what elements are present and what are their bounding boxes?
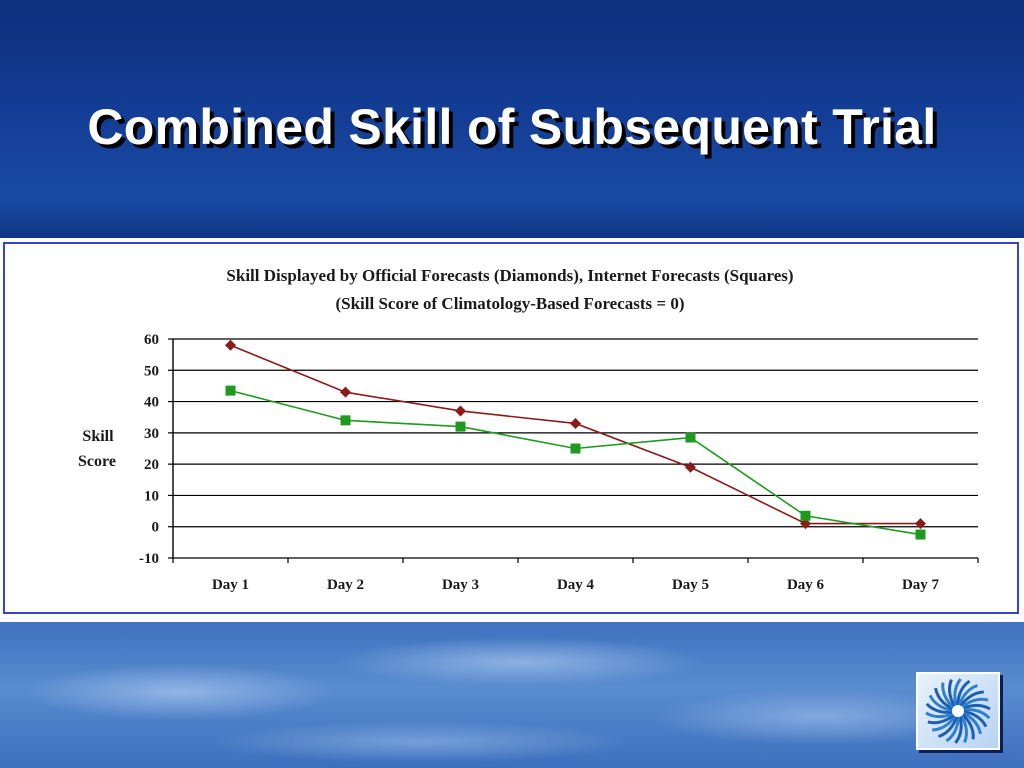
y-axis-label-line2: Score — [78, 453, 116, 470]
y-axis-label-line1: Skill — [82, 428, 114, 445]
y-tick-label: 50 — [144, 363, 159, 379]
y-tick-label: 60 — [144, 332, 159, 348]
x-tick-label: Day 6 — [787, 577, 825, 593]
x-tick-label: Day 2 — [327, 577, 364, 593]
diamond-marker — [340, 386, 351, 398]
square-marker — [340, 415, 351, 426]
diamond-marker — [455, 405, 466, 417]
square-marker — [455, 421, 466, 432]
chart-panel: Skill Displayed by Official Forecasts (D… — [0, 238, 1024, 622]
chart-title: Skill Displayed by Official Forecasts (D… — [226, 266, 793, 285]
series-line-internet — [230, 389, 921, 536]
x-tick-label: Day 5 — [672, 577, 709, 593]
x-tick-label: Day 1 — [212, 577, 249, 593]
chart-frame — [3, 242, 1019, 614]
square-marker — [915, 529, 926, 540]
slide-title: Combined Skill of Subsequent Trial — [87, 99, 937, 155]
diamond-marker — [800, 518, 811, 530]
y-tick-label: 20 — [144, 457, 159, 473]
x-tick-label: Day 4 — [557, 577, 595, 593]
y-tick-label: -10 — [139, 551, 159, 567]
sky-background — [0, 622, 1024, 768]
y-tick-label: 10 — [144, 488, 159, 504]
square-marker — [685, 432, 696, 443]
chart: Skill Displayed by Official Forecasts (D… — [78, 266, 979, 593]
x-tick-label: Day 7 — [902, 577, 940, 593]
square-marker — [800, 510, 811, 521]
square-marker — [225, 385, 236, 396]
diamond-marker — [225, 339, 236, 351]
diamond-marker — [685, 461, 696, 473]
spiral-logo-icon — [916, 672, 1000, 750]
y-tick-label: 40 — [144, 395, 159, 411]
diamond-marker — [915, 518, 926, 530]
square-marker — [570, 443, 581, 454]
series-line-official — [230, 344, 921, 525]
diamond-marker — [570, 417, 581, 429]
chart-subtitle: (Skill Score of Climatology-Based Foreca… — [335, 294, 684, 313]
x-tick-label: Day 3 — [442, 577, 479, 593]
y-tick-label: 0 — [152, 520, 160, 536]
y-tick-label: 30 — [144, 426, 159, 442]
